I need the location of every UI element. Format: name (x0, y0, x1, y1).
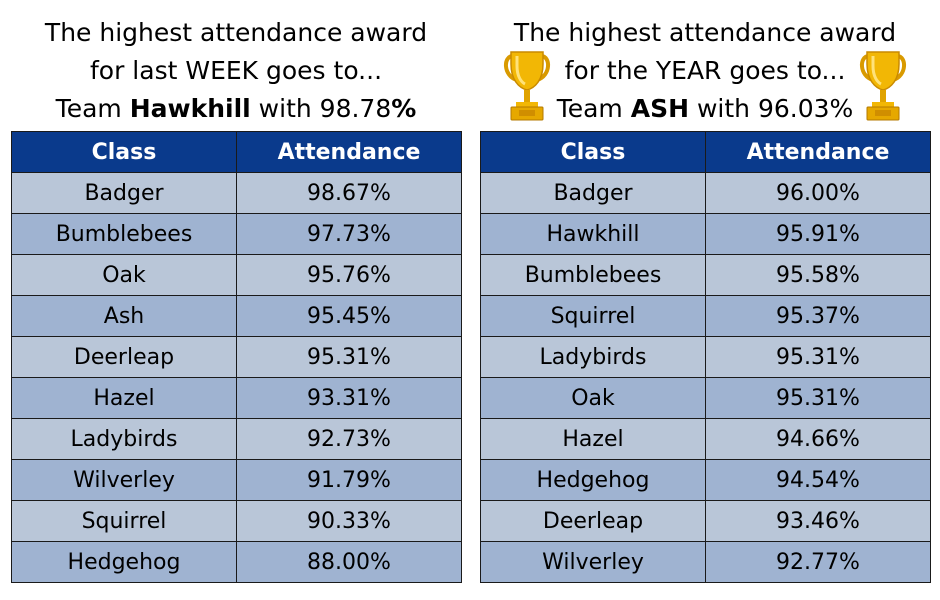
table-row: Hedgehog 88.00% (11, 541, 462, 583)
class-name-cell: Badger (480, 172, 706, 214)
class-name-cell: Hawkhill (480, 213, 706, 255)
class-name-cell: Hedgehog (11, 541, 237, 583)
yearly-team-suffix: with 96.03% (689, 94, 854, 123)
class-name-cell: Bumblebees (480, 254, 706, 296)
column-header-class: Class (480, 131, 706, 173)
trophy-icon (860, 51, 906, 121)
table-row: Hedgehog 94.54% (480, 459, 931, 501)
table-row: Ash 95.45% (11, 295, 462, 337)
weekly-team-mid: with (250, 94, 320, 123)
class-name-cell: Squirrel (11, 500, 237, 542)
table-row: Hazel 94.66% (480, 418, 931, 460)
table-row: Hazel 93.31% (11, 377, 462, 419)
attendance-cell: 95.45% (236, 295, 462, 337)
table-row: Wilverley 92.77% (480, 541, 931, 583)
attendance-cell: 95.37% (705, 295, 931, 337)
attendance-cell: 96.00% (705, 172, 931, 214)
class-name-cell: Hazel (11, 377, 237, 419)
table-row: Squirrel 90.33% (11, 500, 462, 542)
attendance-cell: 95.31% (236, 336, 462, 378)
yearly-heading-line1: The highest attendance award (513, 18, 897, 47)
yearly-attendance-table: Class Attendance Badger 96.00% Hawkhill 95.… (480, 131, 931, 583)
table-row: Ladybirds 95.31% (480, 336, 931, 378)
attendance-cell: 88.00% (236, 541, 462, 583)
yearly-heading-line2: for the YEAR goes to... (564, 56, 846, 85)
yearly-heading-line3: Team ASH with 96.03% (480, 90, 930, 128)
attendance-cell: 98.67% (236, 172, 462, 214)
class-name-cell: Oak (480, 377, 706, 419)
attendance-cell: 95.31% (705, 336, 931, 378)
trophy-icon (504, 51, 550, 121)
attendance-cell: 95.91% (705, 213, 931, 255)
class-name-cell: Ladybirds (480, 336, 706, 378)
attendance-cell: 92.73% (236, 418, 462, 460)
attendance-cell: 94.66% (705, 418, 931, 460)
table-row: Oak 95.31% (480, 377, 931, 419)
table-row: Bumblebees 97.73% (11, 213, 462, 255)
class-name-cell: Badger (11, 172, 237, 214)
attendance-cell: 91.79% (236, 459, 462, 501)
class-name-cell: Deerleap (11, 336, 237, 378)
yearly-team-name: ASH (630, 94, 690, 123)
weekly-attendance-table: Class Attendance Badger 98.67% Bumblebees 9… (11, 131, 462, 583)
weekly-award-heading: The highest attendance award for last WE… (11, 0, 461, 131)
attendance-cell: 93.31% (236, 377, 462, 419)
table-row: Wilverley 91.79% (11, 459, 462, 501)
attendance-cell: 95.31% (705, 377, 931, 419)
weekly-heading-line2: for last WEEK goes to... (89, 56, 383, 85)
attendance-cell: 92.77% (705, 541, 931, 583)
class-name-cell: Ash (11, 295, 237, 337)
table-row: Bumblebees 95.58% (480, 254, 931, 296)
table-row: Oak 95.76% (11, 254, 462, 296)
table-row: Ladybirds 92.73% (11, 418, 462, 460)
class-name-cell: Bumblebees (11, 213, 237, 255)
attendance-cell: 95.58% (705, 254, 931, 296)
weekly-heading-line1: The highest attendance award (44, 18, 428, 47)
weekly-heading-line3: Team Hawkhill with 98.78% (11, 90, 461, 128)
attendance-cell: 94.54% (705, 459, 931, 501)
table-header-row: Class Attendance (11, 131, 462, 173)
class-name-cell: Oak (11, 254, 237, 296)
table-row: Squirrel 95.37% (480, 295, 931, 337)
class-name-cell: Deerleap (480, 500, 706, 542)
class-name-cell: Hedgehog (480, 459, 706, 501)
weekly-team-prefix: Team (55, 94, 130, 123)
column-header-attendance: Attendance (705, 131, 931, 173)
attendance-cell: 97.73% (236, 213, 462, 255)
table-row: Deerleap 95.31% (11, 336, 462, 378)
class-name-cell: Wilverley (480, 541, 706, 583)
table-header-row: Class Attendance (480, 131, 931, 173)
table-row: Badger 96.00% (480, 172, 931, 214)
weekly-team-percent: % (391, 94, 417, 123)
yearly-award-heading: The highest attendance award for the YEA… (480, 0, 930, 131)
attendance-cell: 90.33% (236, 500, 462, 542)
weekly-award-panel: The highest attendance award for last WE… (11, 0, 462, 583)
column-header-attendance: Attendance (236, 131, 462, 173)
attendance-cell: 95.76% (236, 254, 462, 296)
class-name-cell: Squirrel (480, 295, 706, 337)
class-name-cell: Wilverley (11, 459, 237, 501)
attendance-cell: 93.46% (705, 500, 931, 542)
column-header-class: Class (11, 131, 237, 173)
table-row: Deerleap 93.46% (480, 500, 931, 542)
yearly-award-panel: The highest attendance award for the YEA… (480, 0, 931, 583)
yearly-team-prefix: Team (556, 94, 631, 123)
class-name-cell: Hazel (480, 418, 706, 460)
weekly-team-name: Hawkhill (129, 94, 251, 123)
table-row: Hawkhill 95.91% (480, 213, 931, 255)
weekly-team-value: 98.78 (319, 94, 392, 123)
table-row: Badger 98.67% (11, 172, 462, 214)
class-name-cell: Ladybirds (11, 418, 237, 460)
